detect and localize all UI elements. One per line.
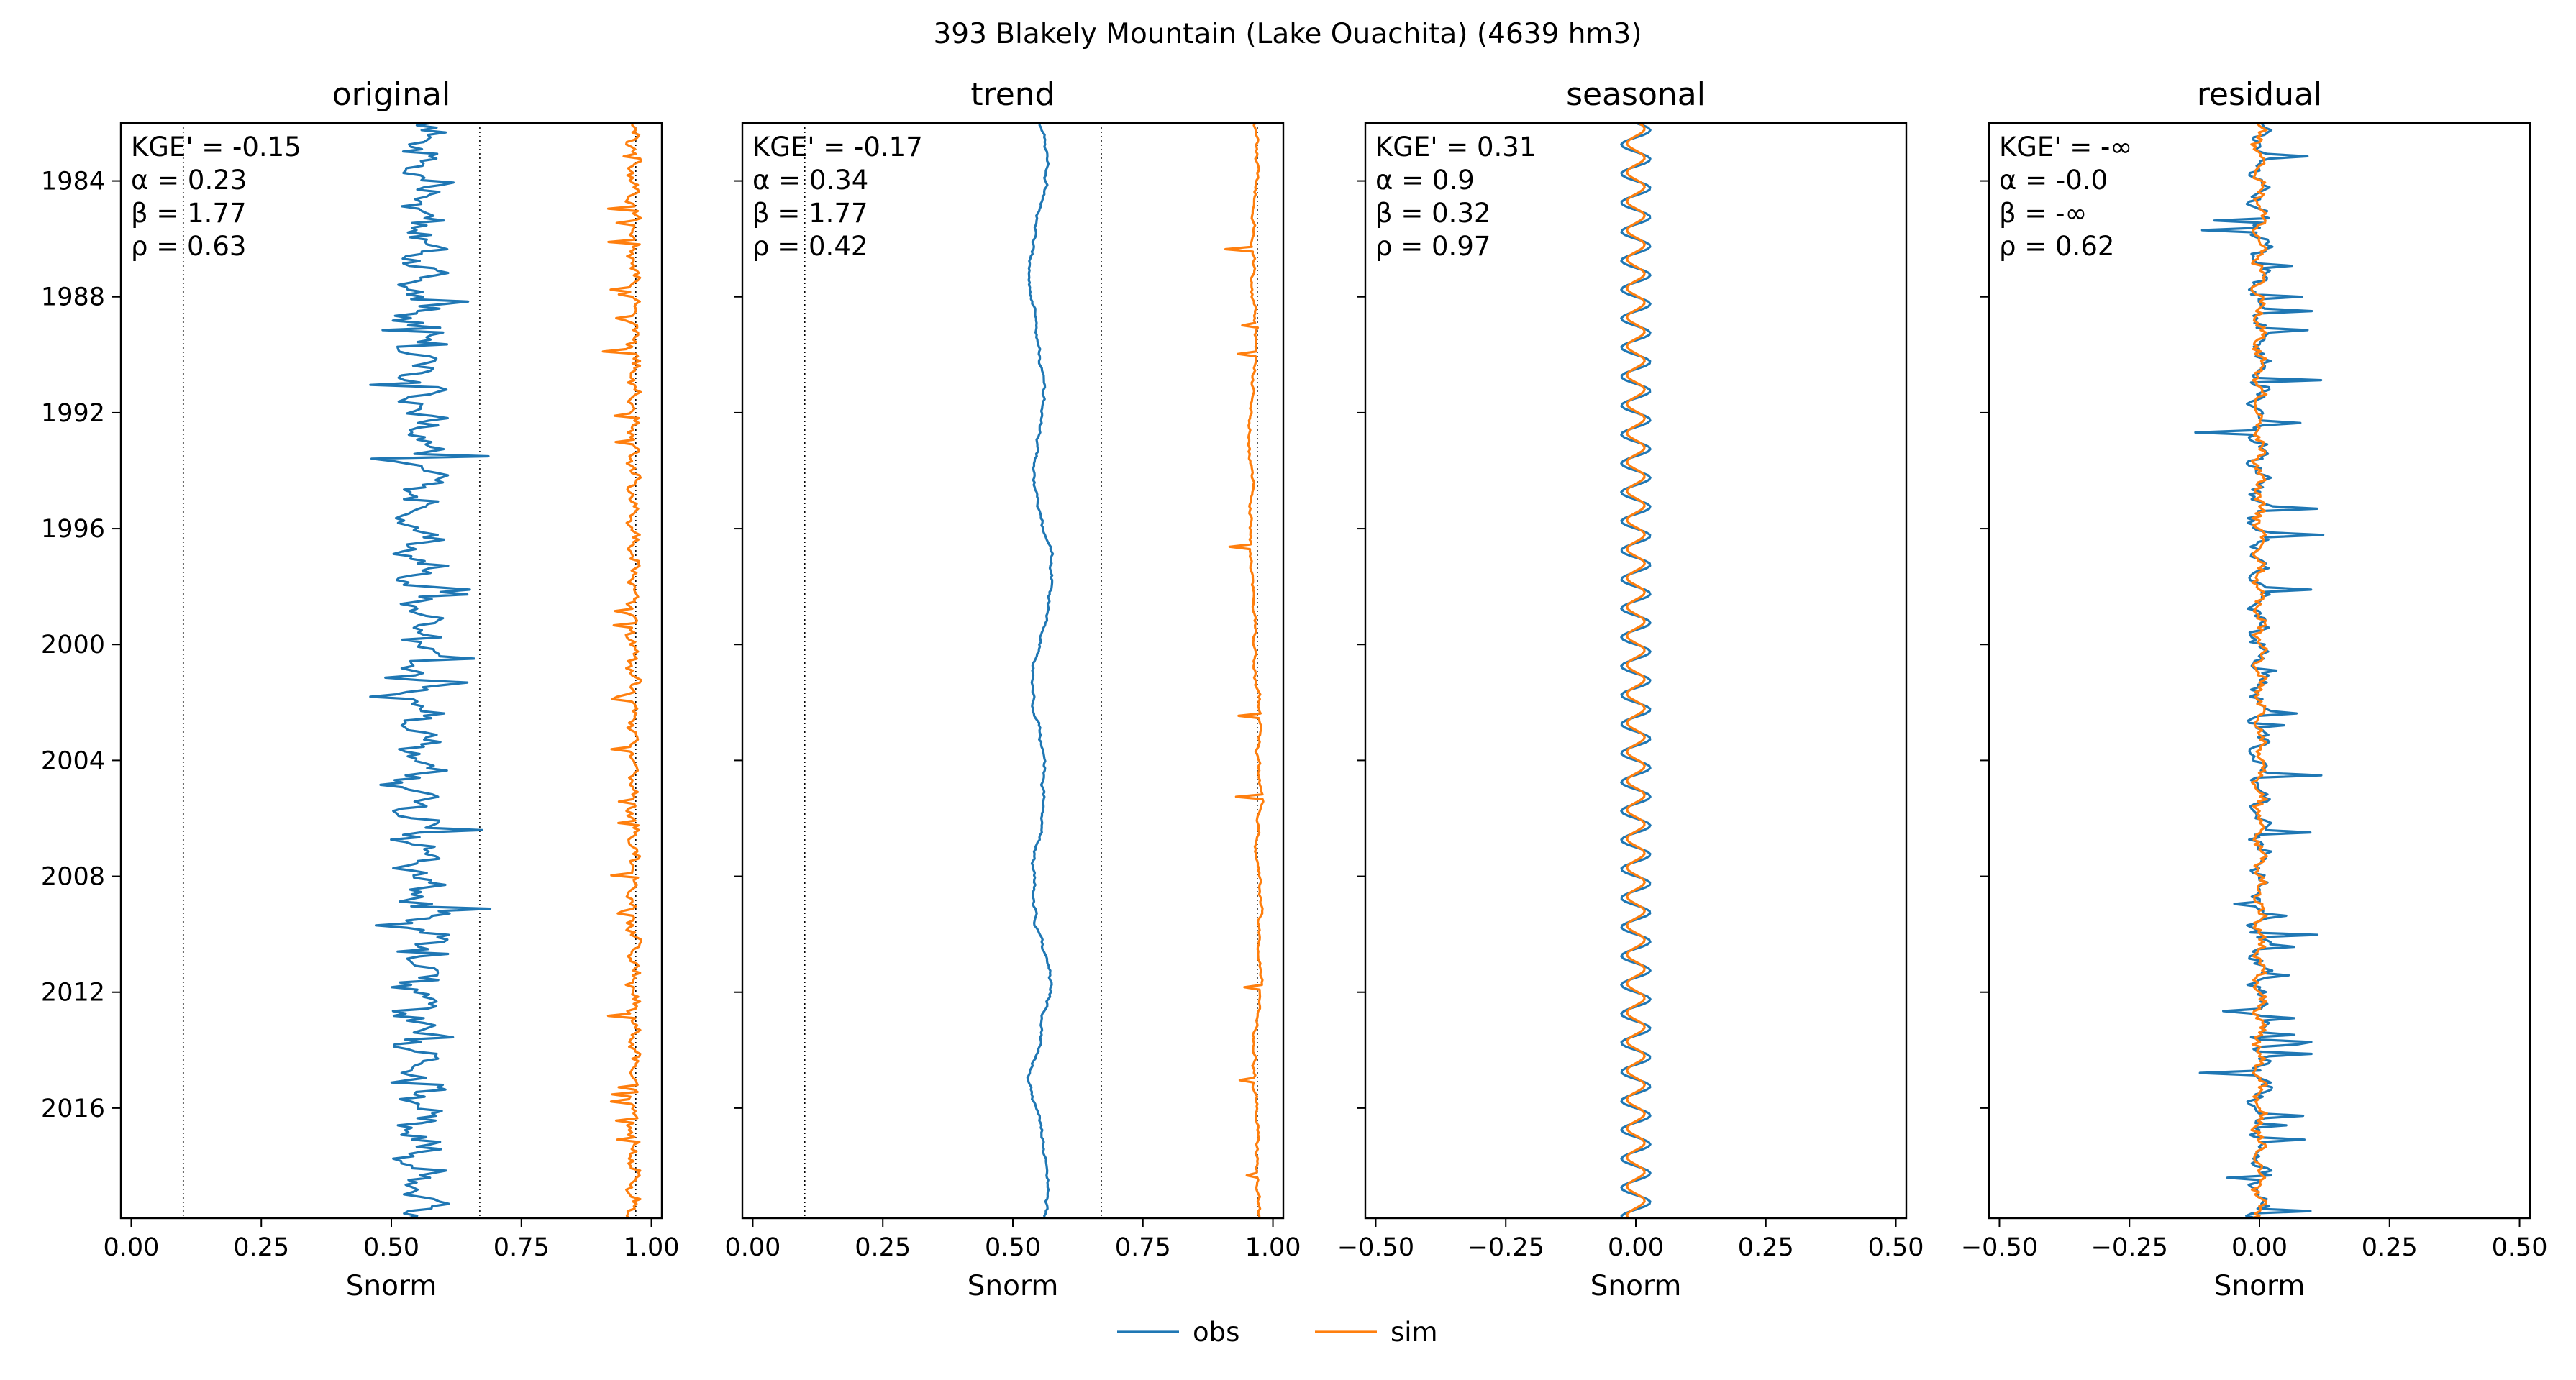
- x-tick-label: 1.00: [624, 1233, 680, 1262]
- y-tick-label: 2004: [41, 746, 105, 775]
- stat-line: β = 1.77: [752, 198, 868, 229]
- x-tick-label: 0.25: [233, 1233, 289, 1262]
- axes-frame: [119, 122, 663, 1220]
- x-tick-label: 1.00: [1245, 1233, 1301, 1262]
- stat-line: ρ = 0.62: [1999, 231, 2114, 262]
- x-tick-label: 0.00: [724, 1233, 780, 1262]
- stat-line: α = -0.0: [1999, 165, 2108, 196]
- stat-line: ρ = 0.97: [1375, 231, 1490, 262]
- x-tick-label: 0.50: [363, 1233, 419, 1262]
- x-tick-label: −0.25: [1467, 1233, 1544, 1262]
- stat-line: ρ = 0.63: [131, 231, 246, 262]
- stat-line: β = 1.77: [131, 198, 247, 229]
- series-line-sim: [1224, 123, 1265, 1218]
- y-tick-label: 2008: [41, 863, 105, 892]
- axes-frame: [1364, 122, 1908, 1220]
- y-tick-label: 2000: [41, 631, 105, 659]
- panels: original 0.00 0.25 0.50 0.75 1.00 Snorm 1984 198…: [41, 76, 2548, 1302]
- x-tick-label: 0.50: [1868, 1233, 1924, 1262]
- x-tick-label: 0.25: [1738, 1233, 1794, 1262]
- y-tick-label: 1996: [41, 515, 105, 544]
- stat-line: ρ = 0.42: [752, 231, 868, 262]
- legend: obs sim: [1117, 1317, 1438, 1348]
- stat-line: α = 0.9: [1375, 165, 1475, 196]
- stat-line: KGE' = 0.31: [1375, 132, 1536, 163]
- x-axis-label: Snorm: [1590, 1270, 1682, 1302]
- x-tick-label: −0.25: [2091, 1233, 2168, 1262]
- y-tick-label: 2012: [41, 979, 105, 1007]
- panel-original: original 0.00 0.25 0.50 0.75 1.00 Snorm 1984 198…: [41, 76, 680, 1302]
- panel-title: original: [332, 76, 450, 113]
- axes-frame: [741, 122, 1285, 1220]
- x-tick-label: −0.50: [1961, 1233, 2038, 1262]
- figure-title: 393 Blakely Mountain (Lake Ouachita) (46…: [933, 18, 1642, 50]
- stat-line: β = -∞: [1999, 198, 2087, 229]
- panel-title: trend: [970, 76, 1055, 113]
- series-line-sim: [601, 123, 642, 1218]
- stat-line: α = 0.34: [752, 165, 868, 196]
- series-line-obs: [369, 123, 492, 1218]
- x-tick-label: 0.25: [855, 1233, 911, 1262]
- panel-residual: residual −0.50 −0.25 0.00 0.25 0.50 Snorm KGE' …: [1961, 76, 2548, 1302]
- legend-label-obs: obs: [1193, 1317, 1239, 1348]
- panel-title: residual: [2197, 76, 2322, 113]
- x-tick-label: 0.00: [1608, 1233, 1664, 1262]
- stat-line: KGE' = -0.15: [131, 132, 301, 163]
- panel-title: seasonal: [1566, 76, 1706, 113]
- x-tick-label: 0.50: [985, 1233, 1041, 1262]
- y-tick-label: 1984: [41, 168, 105, 196]
- panel-seasonal: seasonal −0.50 −0.25 0.00 0.25 0.50 Snorm KGE' …: [1337, 76, 1924, 1302]
- x-axis-label: Snorm: [2214, 1270, 2306, 1302]
- stat-line: KGE' = -0.17: [752, 132, 923, 163]
- x-tick-label: 0.75: [1115, 1233, 1171, 1262]
- legend-label-sim: sim: [1391, 1317, 1438, 1348]
- series-line-obs: [1620, 123, 1652, 1218]
- series-line-sim: [2250, 123, 2268, 1218]
- panel-trend: trend 0.00 0.25 0.50 0.75 1.00 Snorm KGE' = -0.…: [724, 76, 1301, 1302]
- x-tick-label: 0.75: [493, 1233, 550, 1262]
- y-tick-label: 2016: [41, 1095, 105, 1123]
- x-tick-label: 0.00: [103, 1233, 159, 1262]
- x-tick-label: 0.25: [2362, 1233, 2418, 1262]
- stat-line: α = 0.23: [131, 165, 247, 196]
- series-line-sim: [1626, 123, 1646, 1218]
- x-tick-label: 0.00: [2231, 1233, 2288, 1262]
- x-axis-label: Snorm: [968, 1270, 1059, 1302]
- y-tick-label: 1992: [41, 399, 105, 428]
- series-line-obs: [1026, 123, 1055, 1218]
- x-tick-label: 0.50: [2492, 1233, 2548, 1262]
- x-axis-label: Snorm: [346, 1270, 437, 1302]
- stat-line: β = 0.32: [1375, 198, 1491, 229]
- x-tick-label: −0.50: [1337, 1233, 1414, 1262]
- stat-line: KGE' = -∞: [1999, 132, 2132, 163]
- y-tick-label: 1988: [41, 283, 105, 312]
